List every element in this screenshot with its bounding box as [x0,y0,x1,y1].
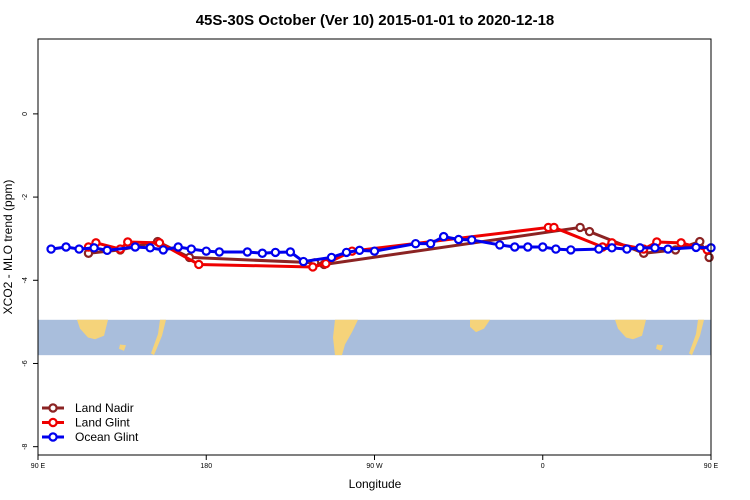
data-point-ocean-glint [453,234,464,245]
data-point-ocean-glint [551,244,561,254]
data-point-ocean-glint [607,243,617,253]
data-point-ocean-glint [566,245,576,255]
legend-label: Ocean Glint [75,430,139,444]
data-point-ocean-glint [74,244,84,254]
legend-swatch-marker [48,417,58,428]
data-point-ocean-glint [186,244,196,254]
data-point-land-nadir [704,252,714,263]
data-point-ocean-glint [89,243,99,253]
data-point-ocean-glint [495,240,505,250]
series-ocean-glint [46,231,716,267]
data-point-land-glint [321,258,331,269]
data-point-land-glint [154,238,165,248]
y-axis: 0 -2 -4 -6 -8 [22,112,38,450]
data-point-ocean-glint [635,243,645,253]
legend-label: Land Glint [75,416,130,430]
data-point-ocean-glint [242,247,253,257]
data-point-ocean-glint [326,252,337,263]
data-point-ocean-glint [298,256,309,267]
legend-item-land-nadir: Land Nadir [42,401,134,415]
legend-item-ocean-glint: Ocean Glint [42,430,139,444]
x-axis: 90 E 180 90 W 0 90 E [31,455,719,470]
data-point-ocean-glint [425,238,436,249]
legend-swatch-marker [48,432,58,442]
data-point-ocean-glint [467,235,477,245]
map-ocean [38,319,711,356]
data-point-land-glint [308,262,318,272]
map-land-new-zealand-2 [689,319,704,356]
data-point-ocean-glint [158,245,168,255]
data-point-ocean-glint [354,245,365,256]
data-point-ocean-glint [173,242,183,252]
legend-item-land-glint: Land Glint [42,416,130,430]
data-point-ocean-glint [341,247,352,258]
data-point-ocean-glint [214,247,225,257]
data-point-ocean-glint [663,244,673,254]
data-point-ocean-glint [102,245,112,256]
map-land-australia-2 [615,319,646,340]
data-point-ocean-glint [257,248,268,258]
map-land-new-zealand [151,319,166,356]
x-tick-label: 180 [200,463,212,470]
data-point-ocean-glint [270,247,281,258]
x-tick-label: 0 [541,463,545,470]
data-point-ocean-glint [691,242,701,253]
y-tick-label: 0 [22,112,29,116]
map-land-australia [77,319,108,340]
data-point-land-nadir [584,226,595,237]
data-point-land-glint [676,238,686,248]
data-point-ocean-glint [201,246,211,256]
data-point-ocean-glint [130,242,140,252]
data-point-ocean-glint [46,244,56,254]
y-tick-label: -4 [22,277,29,283]
data-point-land-glint [123,237,133,247]
data-point-ocean-glint [622,244,632,254]
data-point-ocean-glint [145,243,155,253]
data-point-ocean-glint [510,242,520,252]
y-tick-label: -2 [22,194,29,200]
data-point-land-glint [549,222,559,233]
y-tick-label: -6 [22,360,29,366]
data-point-ocean-glint [523,242,533,252]
data-point-land-glint [194,259,204,270]
legend-label: Land Nadir [75,401,134,415]
data-point-ocean-glint [594,244,604,254]
y-tick-label: -8 [22,443,29,449]
x-tick-label: 90 E [31,463,46,470]
series-layer [46,222,716,272]
y-axis-label: XCO2 - MLO trend (ppm) [1,180,15,315]
data-point-ocean-glint [538,242,548,252]
data-point-ocean-glint [369,246,380,256]
data-point-ocean-glint [438,231,449,242]
data-point-land-nadir [575,222,585,233]
x-axis-label: Longitude [349,477,402,491]
map-land-south-africa [470,319,490,333]
data-point-ocean-glint [285,247,296,257]
map-land-tasmania [119,344,126,351]
data-point-ocean-glint [650,243,660,253]
x-tick-label: 90 E [704,463,719,470]
map-land-tasmania-2 [656,344,663,351]
data-point-ocean-glint [410,238,421,249]
legend-swatch-marker [48,403,58,413]
map-land-south-america [333,319,358,356]
series-line-ocean-glint [50,235,712,264]
world-map-band [38,319,711,356]
chart-title: 45S-30S October (Ver 10) 2015-01-01 to 2… [196,12,555,29]
data-point-ocean-glint [61,242,71,252]
x-tick-label: 90 W [366,463,383,470]
